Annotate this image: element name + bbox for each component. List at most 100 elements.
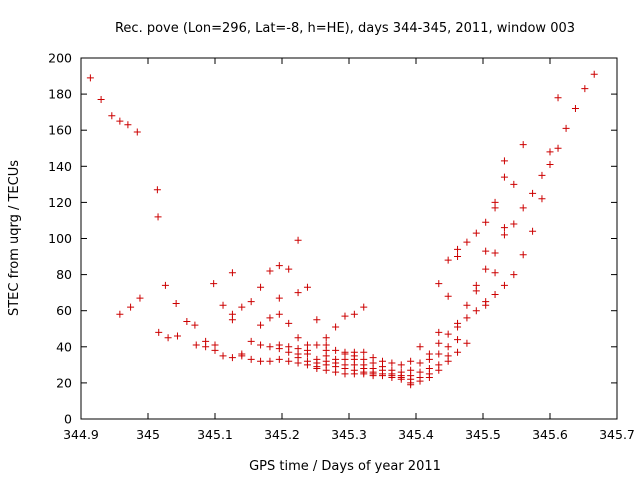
data-point [275, 262, 283, 270]
data-point [219, 301, 227, 309]
x-tick-label: 345.3 [331, 427, 367, 442]
data-point [472, 307, 480, 315]
y-tick-label: 200 [48, 51, 72, 66]
x-tick-label: 345.7 [599, 427, 635, 442]
data-point [529, 227, 537, 235]
data-point [379, 372, 386, 380]
data-point [416, 359, 424, 367]
data-point [360, 370, 368, 378]
data-point [124, 121, 132, 129]
data-point [554, 144, 562, 152]
data-point [275, 310, 283, 318]
data-point [192, 341, 200, 349]
data-points [86, 70, 598, 389]
data-point [294, 359, 302, 367]
data-point [444, 256, 452, 264]
data-point [510, 220, 518, 228]
data-point [294, 236, 302, 244]
data-point [491, 204, 499, 212]
data-point [257, 357, 265, 365]
data-point [108, 112, 116, 120]
data-point [313, 341, 321, 349]
data-point [454, 323, 462, 331]
data-point [210, 280, 218, 288]
data-point [266, 267, 274, 275]
data-point [482, 218, 490, 226]
data-point [294, 289, 302, 297]
data-point [266, 343, 274, 351]
axis-ticks: 344.9 345 345.1 345.2 345.3 345.4 345.5 345.6 34… [48, 51, 635, 443]
data-point [294, 350, 302, 358]
data-point [463, 314, 471, 322]
x-tick-label: 345.1 [197, 427, 233, 442]
data-point [482, 247, 490, 255]
y-tick-label: 20 [56, 375, 72, 390]
data-point [369, 372, 377, 380]
data-point [161, 281, 169, 289]
data-point [285, 265, 293, 273]
y-tick-label: 100 [48, 231, 72, 246]
data-point [519, 204, 527, 212]
y-axis-label: STEC from uqrg / TECUs [7, 160, 22, 316]
data-point [472, 287, 480, 295]
data-point [500, 231, 508, 239]
data-point [562, 124, 570, 132]
x-tick-label: 345.4 [398, 427, 434, 442]
data-point [228, 269, 236, 277]
data-point [360, 303, 368, 311]
data-point [500, 157, 508, 165]
data-point [266, 314, 274, 322]
data-point [136, 294, 144, 302]
data-point [173, 332, 181, 340]
data-point [341, 370, 349, 378]
data-point [350, 370, 358, 378]
data-point [491, 290, 499, 298]
data-point [571, 105, 579, 113]
data-point [519, 141, 527, 149]
data-point [500, 173, 508, 181]
y-tick-label: 180 [48, 87, 72, 102]
data-point [416, 343, 424, 351]
data-point [538, 171, 546, 179]
data-point [238, 352, 246, 360]
data-point [590, 70, 598, 78]
data-point [285, 348, 293, 356]
data-point [275, 345, 283, 353]
data-point [581, 85, 589, 93]
data-point [257, 283, 265, 291]
data-point [275, 294, 283, 302]
data-point [153, 186, 161, 194]
plot-frame [80, 57, 618, 420]
data-point [416, 377, 424, 385]
data-point [257, 321, 265, 329]
y-tick-label: 40 [56, 339, 72, 354]
data-point [435, 280, 443, 288]
data-point [116, 117, 124, 125]
x-tick-label: 345 [136, 427, 160, 442]
x-tick-label: 345.5 [465, 427, 501, 442]
data-point [510, 180, 518, 188]
y-tick-label: 160 [48, 123, 72, 138]
data-point [407, 381, 415, 389]
data-point [219, 352, 227, 360]
data-point [435, 339, 443, 347]
y-tick-label: 0 [64, 412, 72, 427]
data-point [332, 346, 340, 354]
data-point [238, 303, 246, 311]
data-point [332, 323, 340, 331]
data-point [444, 330, 452, 338]
data-point [350, 310, 358, 318]
data-point [202, 343, 210, 351]
data-point [554, 94, 562, 102]
data-point [397, 375, 405, 383]
data-point [191, 321, 199, 329]
x-tick-label: 345.2 [264, 427, 300, 442]
y-tick-label: 80 [56, 267, 72, 282]
data-point [303, 283, 311, 291]
x-tick-label: 344.9 [63, 427, 99, 442]
data-point [463, 301, 471, 309]
data-point [155, 328, 163, 336]
data-point [435, 328, 443, 336]
data-point [454, 348, 462, 356]
